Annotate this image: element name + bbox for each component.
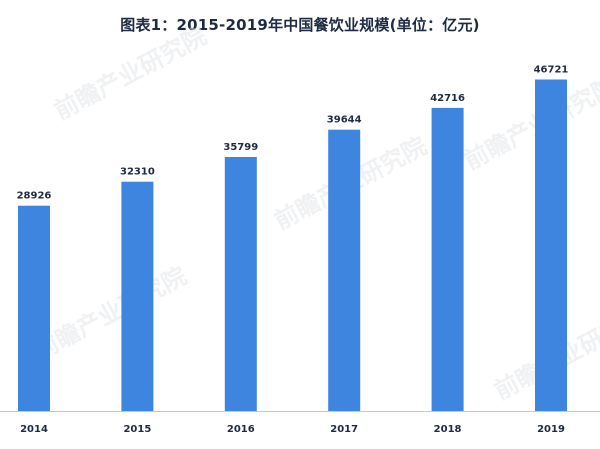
bar-2019	[535, 79, 567, 411]
value-label-2016: 35799	[223, 142, 258, 153]
watermark-layer: 前瞻产业研究院前瞻产业研究院前瞻产业研究院前瞻产业研究院前瞻产业研究院	[30, 22, 600, 406]
value-label-2015: 32310	[120, 167, 155, 178]
value-label-2019: 46721	[534, 65, 569, 76]
x-tick-label-2019: 2019	[537, 424, 565, 435]
value-label-2017: 39644	[327, 115, 362, 126]
bar-2018	[431, 107, 464, 412]
watermark-text: 前瞻产业研究院	[460, 72, 600, 176]
bar-2015	[121, 181, 154, 411]
x-tick-label-2015: 2015	[123, 424, 151, 435]
value-labels-group: 28926 32310 35799 39644 42716 46721	[17, 65, 569, 202]
x-tick-label-2017: 2017	[330, 424, 358, 435]
x-tick-labels-group: 2014 2015 2016 2017 2018 2019	[20, 424, 565, 435]
value-label-2018: 42716	[430, 93, 465, 104]
x-tick-label-2016: 2016	[227, 424, 255, 435]
bar-2014	[18, 205, 50, 411]
watermark-text: 前瞻产业研究院	[30, 262, 191, 366]
watermark-text: 前瞻产业研究院	[50, 22, 211, 126]
x-tick-label-2018: 2018	[434, 424, 462, 435]
bar-2016	[224, 157, 257, 411]
bar-2017	[328, 129, 361, 411]
bars-group	[18, 79, 567, 412]
value-label-2014: 28926	[17, 191, 52, 202]
x-tick-label-2014: 2014	[20, 424, 48, 435]
chart-title: 图表1：2015-2019年中国餐饮业规模(单位：亿元)	[120, 16, 480, 34]
